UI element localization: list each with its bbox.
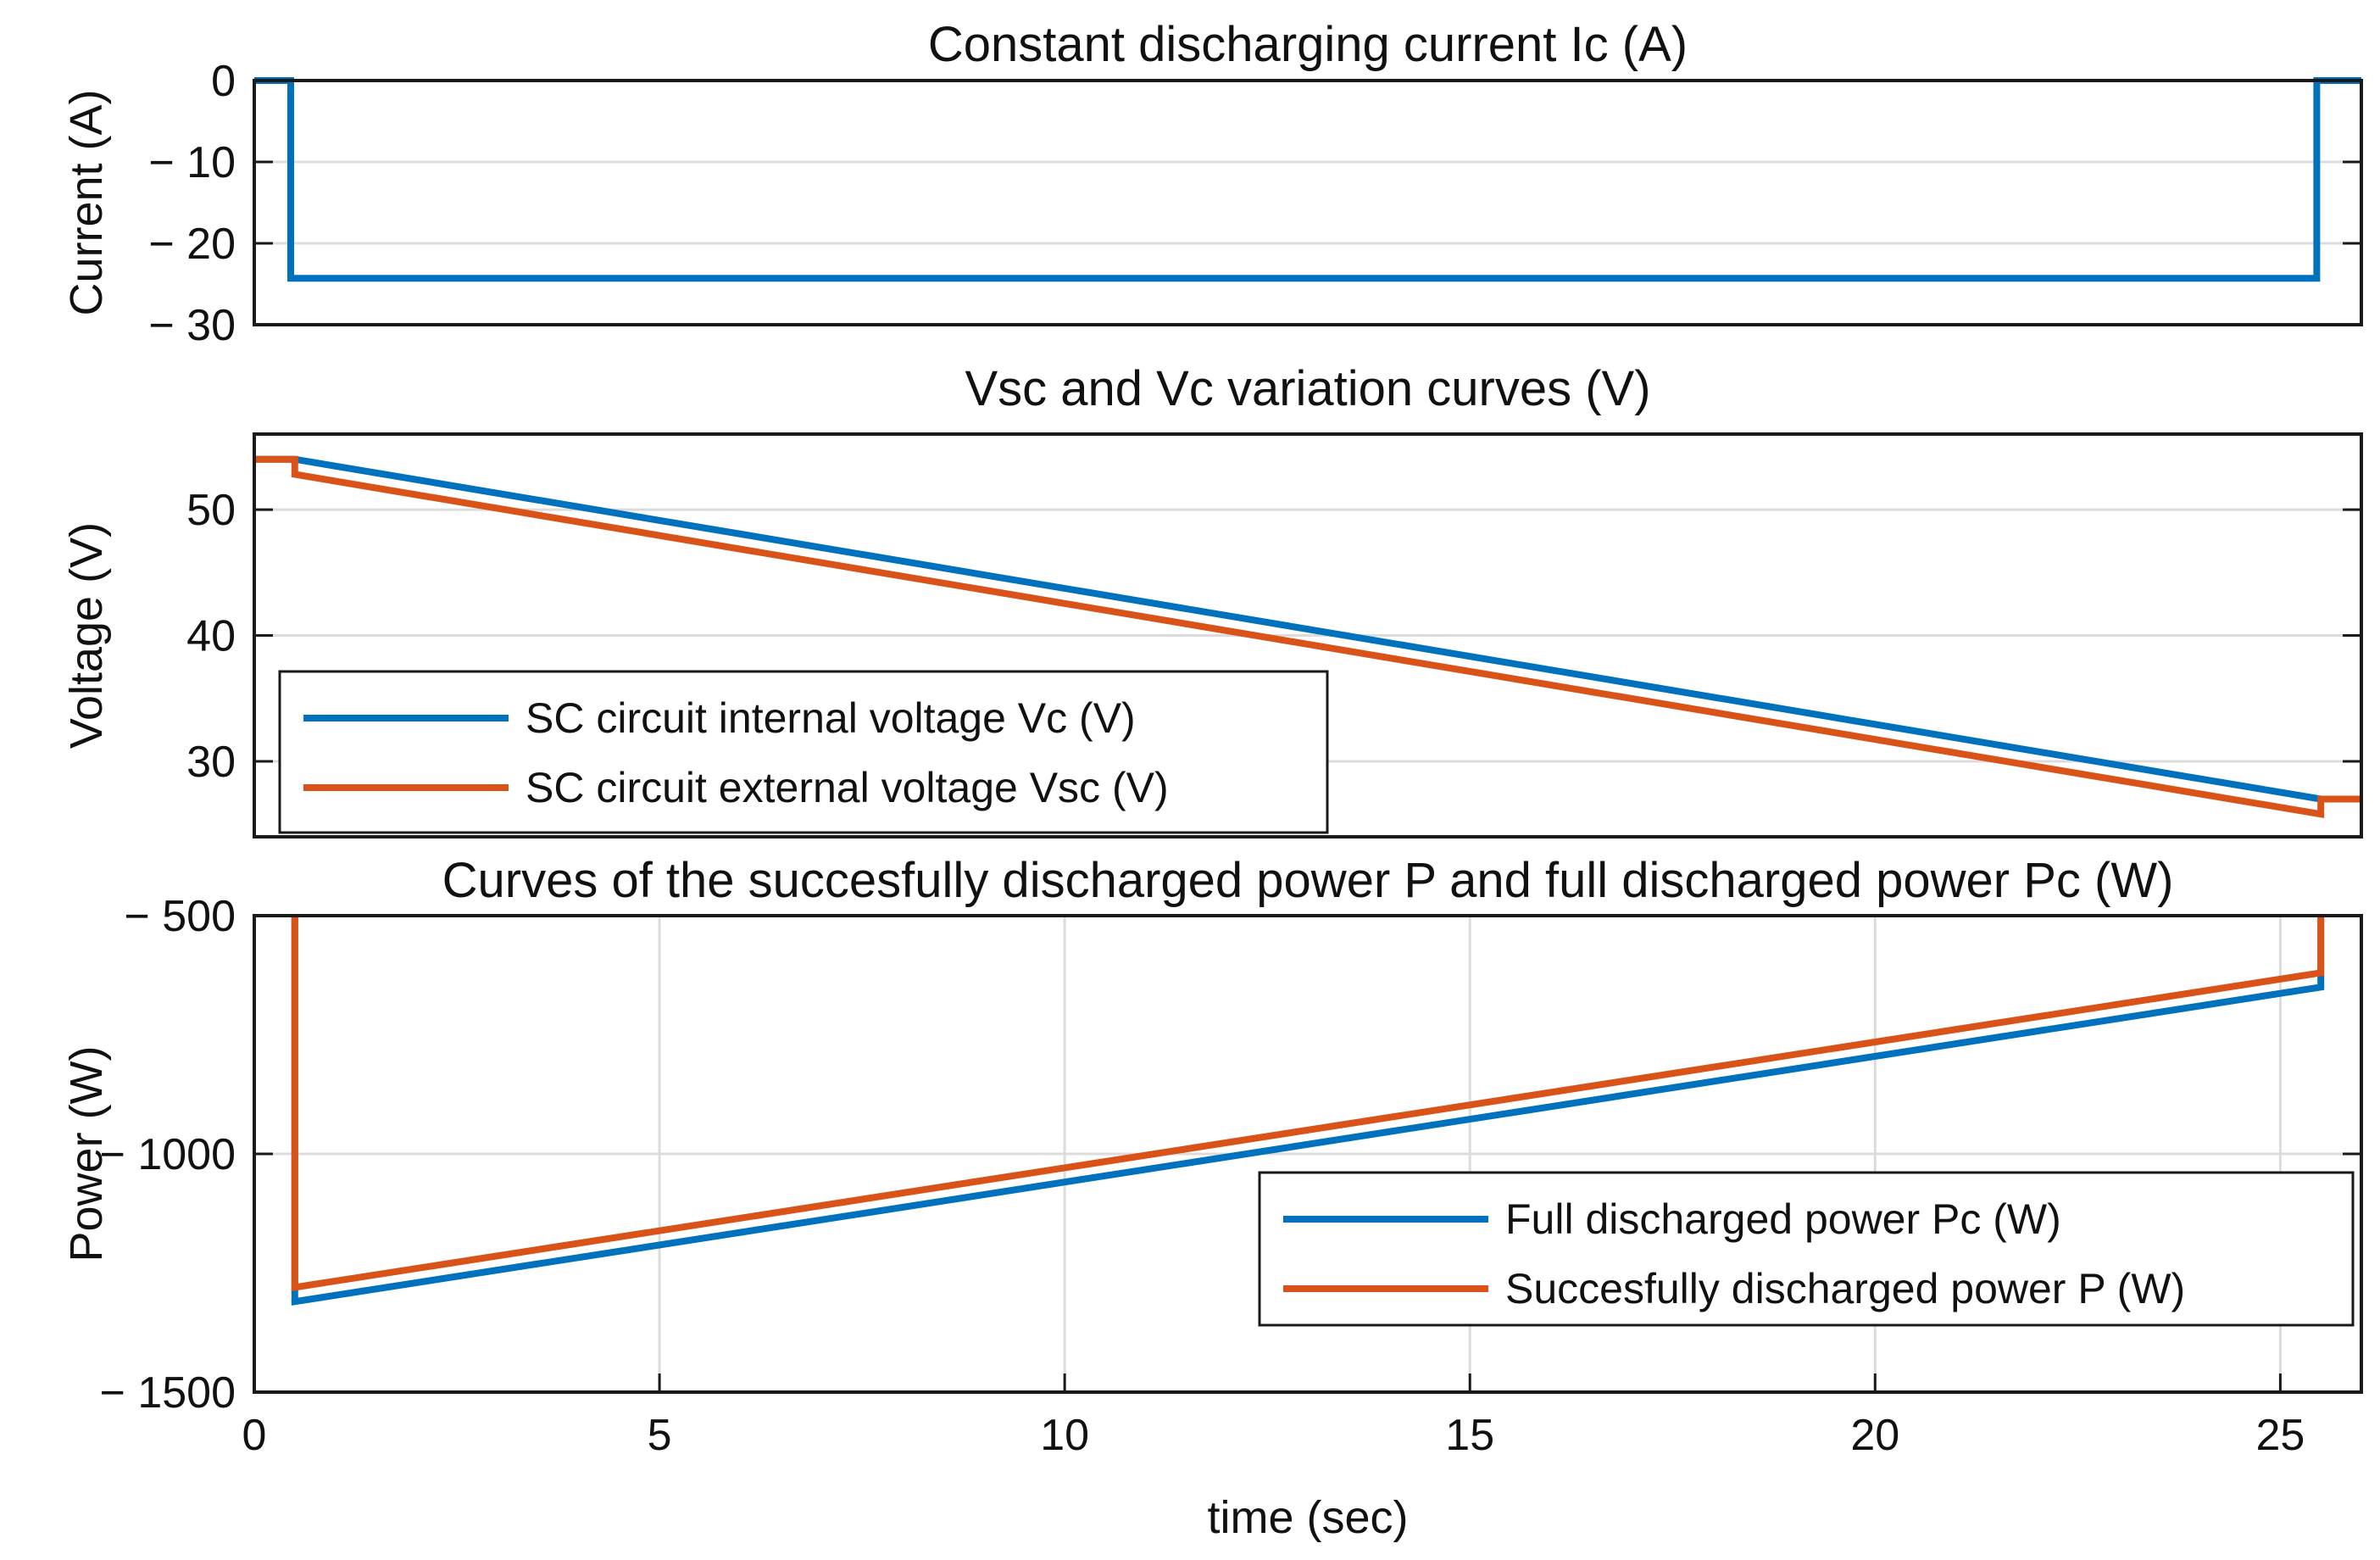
- y-axis-label: Voltage (V): [61, 522, 112, 749]
- y-tick-label: 0: [211, 57, 236, 106]
- legend: SC circuit internal voltage Vc (V) SC cir…: [278, 670, 1329, 834]
- chart-panel-1: 0 − 10 − 20 − 30 Constant discharging curren…: [61, 17, 2363, 350]
- y-tick-label: 30: [186, 738, 236, 787]
- x-tick-label: 5: [648, 1411, 672, 1460]
- x-tick-label: 20: [1850, 1411, 1899, 1460]
- chart-title: Constant discharging current Ic (A): [928, 17, 1688, 72]
- y-tick-label: 40: [186, 612, 236, 661]
- series-line-2: [291, 916, 2325, 1292]
- x-tick-label: 10: [1040, 1411, 1089, 1460]
- x-tick-label: 15: [1445, 1411, 1494, 1460]
- y-tick-label: − 30: [148, 301, 236, 350]
- y-tick-label: − 10: [148, 138, 236, 187]
- chart-title: Vsc and Vc variation curves (V): [965, 361, 1650, 416]
- chart-panel-2: 30 40 50 Vsc and Vc variation curves (V) Vol…: [61, 361, 2363, 838]
- legend-entry-1: Full discharged power Pc (W): [1505, 1195, 2061, 1243]
- y-axis-label: Current (A): [61, 89, 112, 315]
- x-tick-label: 0: [242, 1411, 267, 1460]
- legend: Full discharged power Pc (W) Succesfully …: [1258, 1171, 2355, 1327]
- y-tick-label: 50: [186, 486, 236, 535]
- y-axis-label: Power (W): [61, 1046, 112, 1262]
- series-line-1: [254, 77, 2361, 282]
- legend-entry-2: SC circuit external voltage Vsc (V): [525, 764, 1169, 811]
- y-tick-label: − 1500: [100, 1368, 236, 1418]
- y-tick-label: − 500: [124, 892, 236, 941]
- x-tick-label: 25: [2255, 1411, 2305, 1460]
- legend-box: [1258, 1171, 2355, 1327]
- x-axis-label: time (sec): [1207, 1492, 1408, 1543]
- legend-entry-2: Succesfully discharged power P (W): [1505, 1265, 2185, 1312]
- chart-title: Curves of the succesfully discharged pow…: [442, 853, 2174, 908]
- y-tick-label: − 20: [148, 220, 236, 269]
- legend-box: [278, 670, 1329, 834]
- axes-frame: [253, 79, 2363, 326]
- series-line-2: [254, 455, 2361, 819]
- legend-entry-1: SC circuit internal voltage Vc (V): [525, 694, 1136, 742]
- y-tick-label: − 1000: [100, 1130, 236, 1179]
